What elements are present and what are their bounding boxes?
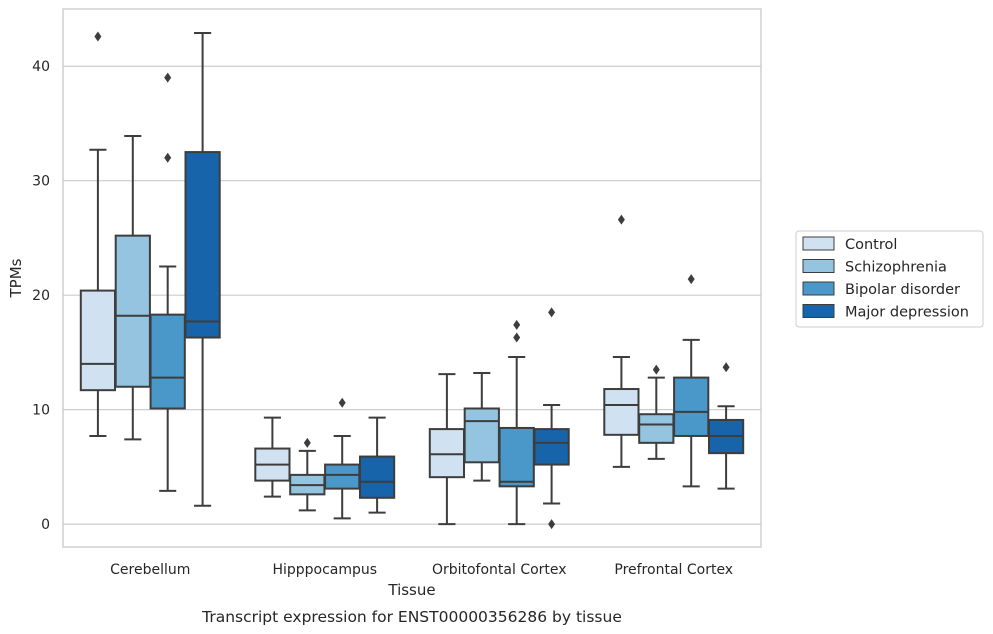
box-2-0 (428, 373, 466, 526)
iqr-box (184, 151, 221, 339)
outlier-point (687, 274, 695, 285)
legend-swatch (802, 281, 835, 296)
y-tick-label: 20 (32, 288, 50, 304)
outlier-point (513, 319, 521, 330)
box-3-1 (638, 364, 675, 460)
y-tick-label: 30 (32, 174, 50, 190)
x-axis-label: Tissue (387, 581, 435, 599)
outlier-point (548, 519, 556, 530)
iqr-box (603, 388, 640, 436)
y-tick-label: 10 (32, 403, 50, 419)
outlier-point (164, 152, 172, 163)
y-tick-labels: 0 10 20 30 40 (32, 59, 50, 533)
legend-entry-label: Major depression (845, 305, 969, 321)
iqr-box (638, 413, 675, 444)
gridlines (63, 65, 761, 525)
iqr-box (114, 234, 151, 388)
outlier-point (722, 362, 730, 373)
chart-caption: Transcript expression for ENST0000035628… (201, 608, 622, 626)
x-tick-label: Orbitofontal Cortex (432, 562, 567, 578)
iqr-box (673, 376, 710, 437)
outlier-point (617, 214, 625, 225)
outlier-point (548, 307, 556, 318)
iqr-box (324, 463, 361, 490)
box-3-3 (707, 362, 745, 490)
outlier-point (94, 31, 102, 42)
outlier-point (652, 364, 660, 375)
legend: Control Schizophrenia Bipolar disorder Majo… (795, 230, 984, 328)
y-tick-label: 40 (32, 59, 50, 75)
outlier-point (303, 437, 311, 448)
box-0-2 (149, 72, 186, 492)
box-3-2 (673, 274, 710, 488)
box-0-3 (184, 32, 221, 507)
legend-swatch (802, 304, 835, 318)
legend-entry-label: Bipolar disorder (845, 282, 960, 298)
iqr-box (358, 455, 396, 499)
legend-swatch (802, 259, 835, 273)
legend-swatch (802, 236, 835, 251)
outlier-point (513, 332, 521, 343)
box-0-1 (114, 135, 151, 441)
box-1-3 (358, 416, 396, 514)
iqr-box (533, 428, 570, 466)
x-tick-labels: Cerebellum Hipppocampus Orbitofontal Corte… (110, 562, 733, 578)
boxes (79, 31, 745, 530)
iqr-box (463, 407, 500, 464)
box-2-3 (533, 307, 570, 530)
plot-frame (62, 8, 762, 548)
box-1-0 (254, 416, 291, 498)
outlier-point (338, 397, 346, 408)
box-2-1 (463, 372, 500, 482)
iqr-box (149, 313, 186, 410)
y-axis-label: TPMs (7, 258, 25, 298)
y-tick-label: 0 (41, 517, 50, 533)
outlier-point (164, 72, 172, 83)
iqr-box (498, 426, 535, 488)
box-3-0 (603, 214, 640, 468)
legend-entry-label: Control (845, 237, 897, 253)
legend-frame (795, 230, 984, 328)
legend-entry-label: Schizophrenia (845, 260, 947, 276)
box-0-0 (79, 31, 117, 437)
x-tick-label: Hipppocampus (272, 562, 377, 578)
x-tick-label: Cerebellum (110, 562, 190, 578)
iqr-box (428, 428, 466, 479)
iqr-box (79, 289, 117, 392)
x-tick-label: Prefrontal Cortex (614, 562, 733, 578)
